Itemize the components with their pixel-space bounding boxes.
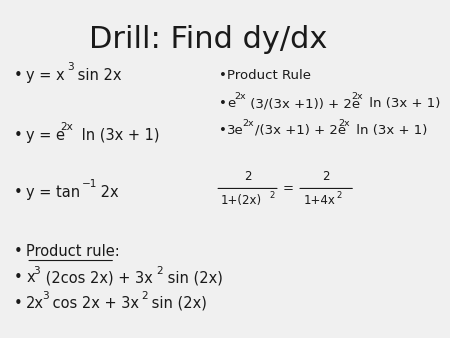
Text: 2x: 2x	[96, 185, 118, 200]
Text: /(3x +1) + 2e: /(3x +1) + 2e	[255, 124, 346, 137]
Text: 1+(2x): 1+(2x)	[221, 194, 262, 207]
Text: 2: 2	[157, 266, 163, 275]
Text: Product rule:: Product rule:	[26, 244, 120, 259]
Text: •: •	[219, 97, 226, 110]
Text: ln (3x + 1): ln (3x + 1)	[352, 124, 428, 137]
Text: sin (2x): sin (2x)	[163, 270, 223, 286]
Text: •: •	[219, 69, 226, 82]
Text: 3e: 3e	[227, 124, 243, 137]
Text: =: =	[283, 182, 293, 195]
Text: (3/(3x +1)) + 2e: (3/(3x +1)) + 2e	[246, 97, 360, 110]
Text: •: •	[14, 68, 22, 82]
Text: 2: 2	[270, 191, 275, 200]
Text: sin (2x): sin (2x)	[148, 296, 207, 311]
Text: cos 2x + 3x: cos 2x + 3x	[48, 296, 139, 311]
Text: •: •	[14, 296, 22, 311]
Text: 2: 2	[244, 170, 251, 183]
Text: 2x: 2x	[61, 122, 73, 132]
Text: ln (3x + 1): ln (3x + 1)	[77, 128, 160, 143]
Text: •: •	[14, 185, 22, 200]
Text: 3: 3	[42, 291, 49, 301]
Text: 2: 2	[141, 291, 148, 301]
Text: 2x: 2x	[234, 92, 246, 101]
Text: •: •	[14, 270, 22, 286]
Text: x: x	[26, 270, 35, 286]
Text: ln (3x + 1): ln (3x + 1)	[365, 97, 441, 110]
Text: 2x: 2x	[243, 119, 254, 128]
Text: y = tan: y = tan	[26, 185, 81, 200]
Text: •: •	[219, 124, 226, 137]
Text: 3: 3	[34, 266, 40, 275]
Text: y = e: y = e	[26, 128, 65, 143]
Text: −1: −1	[82, 179, 98, 189]
Text: 2: 2	[322, 170, 330, 183]
Text: e: e	[227, 97, 235, 110]
Text: •: •	[14, 128, 22, 143]
Text: •: •	[14, 244, 22, 259]
Text: (2cos 2x) + 3x: (2cos 2x) + 3x	[40, 270, 153, 286]
Text: 2x: 2x	[338, 119, 350, 128]
Text: 2x: 2x	[352, 92, 364, 101]
Text: y = x: y = x	[26, 68, 65, 82]
Text: 1+4x: 1+4x	[304, 194, 336, 207]
Text: 2: 2	[337, 191, 342, 200]
Text: 3: 3	[67, 62, 73, 72]
Text: 2x: 2x	[26, 296, 44, 311]
Text: Drill: Find dy/dx: Drill: Find dy/dx	[89, 25, 328, 54]
Text: sin 2x: sin 2x	[73, 68, 122, 82]
Text: Product Rule: Product Rule	[227, 69, 311, 82]
